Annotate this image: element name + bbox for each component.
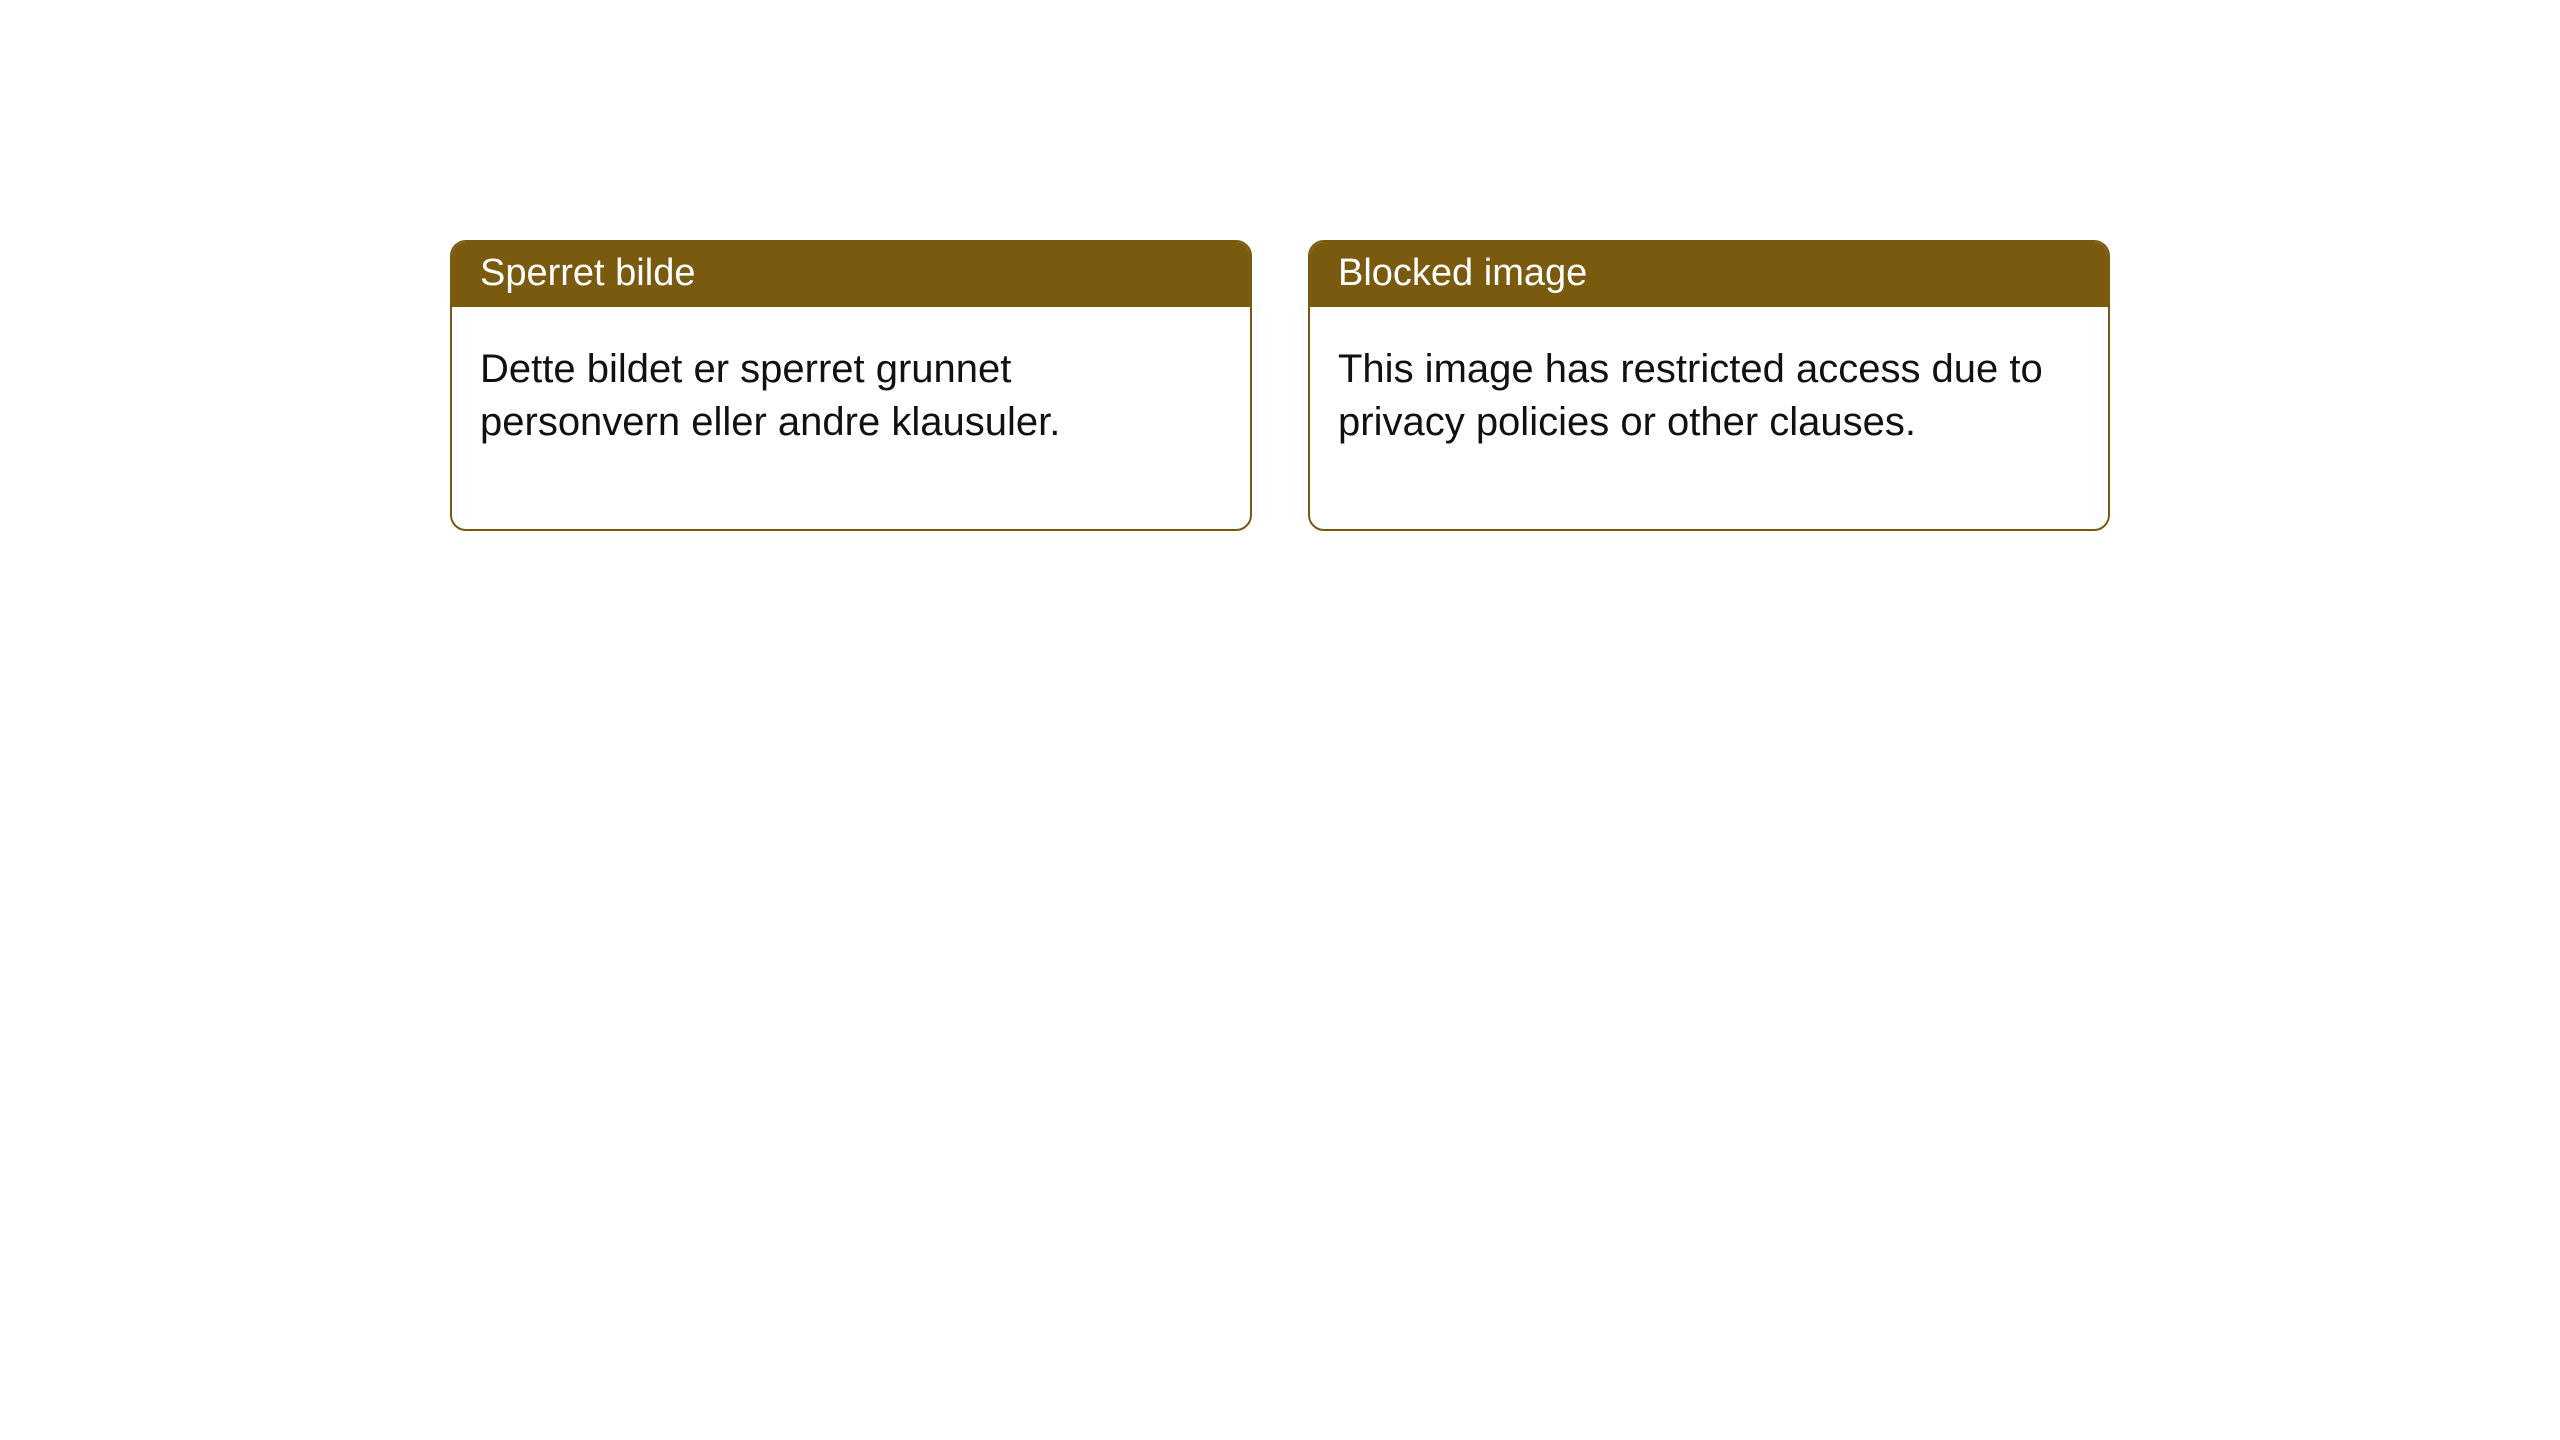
card-header-norwegian: Sperret bilde xyxy=(452,242,1250,307)
blocked-image-card-norwegian: Sperret bilde Dette bildet er sperret gr… xyxy=(450,240,1252,531)
notice-cards-container: Sperret bilde Dette bildet er sperret gr… xyxy=(0,0,2560,531)
card-body-english: This image has restricted access due to … xyxy=(1310,307,2108,529)
card-body-norwegian: Dette bildet er sperret grunnet personve… xyxy=(452,307,1250,529)
blocked-image-card-english: Blocked image This image has restricted … xyxy=(1308,240,2110,531)
card-header-english: Blocked image xyxy=(1310,242,2108,307)
